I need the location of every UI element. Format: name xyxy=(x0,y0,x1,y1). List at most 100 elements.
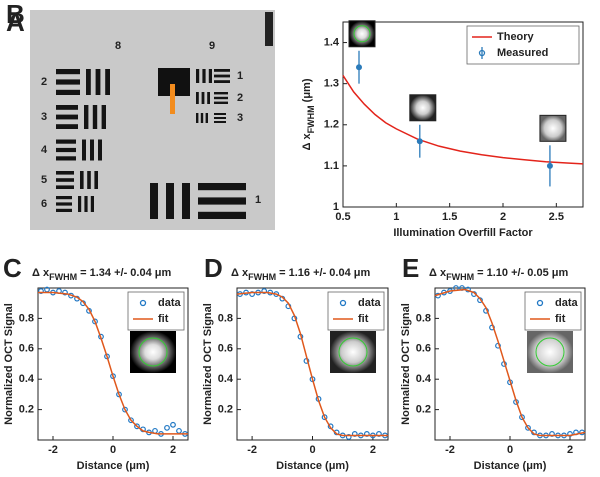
chart-title-part: = 1.16 +/- 0.04 μm xyxy=(276,267,370,279)
data-point xyxy=(376,431,382,437)
target-image xyxy=(30,10,275,230)
panel-label: B xyxy=(6,0,25,29)
target-bar xyxy=(214,92,228,95)
target-bar xyxy=(56,105,78,110)
target-bar xyxy=(56,156,76,161)
data-point xyxy=(549,431,555,437)
data-point xyxy=(38,288,44,294)
y-axis-label-part: Δ x xyxy=(301,133,313,151)
legend-label: Theory xyxy=(497,31,535,43)
chart-title-part: Δ x xyxy=(231,267,249,279)
data-point xyxy=(261,288,268,294)
target-bar xyxy=(56,89,80,95)
target-bar xyxy=(200,113,204,123)
y-tick-label: 1 xyxy=(333,201,339,213)
x-tick-label: 2.5 xyxy=(549,211,564,223)
data-point xyxy=(62,289,68,296)
data-point xyxy=(519,414,525,421)
panel-label: A xyxy=(6,7,25,37)
chart-title: Δ xFWHM = 1.34 +/- 0.04 μm xyxy=(32,267,171,282)
target-bar xyxy=(196,92,199,104)
psf-inset xyxy=(330,331,376,373)
target-bar xyxy=(196,69,200,83)
target-bar xyxy=(56,114,78,120)
x-tick-label: 1.5 xyxy=(442,211,457,223)
target-bar xyxy=(201,92,205,104)
data-point xyxy=(128,417,134,424)
target-bar xyxy=(56,202,72,206)
target-bar xyxy=(56,69,80,75)
target-bar xyxy=(202,69,206,83)
y-tick-label: 0.6 xyxy=(19,343,34,355)
group-label: 2 xyxy=(237,92,243,104)
target-bar xyxy=(208,69,212,83)
psf-inset xyxy=(527,331,573,373)
psf-ring xyxy=(338,337,368,367)
target-bar xyxy=(205,113,208,123)
legend-label: data xyxy=(555,297,579,309)
group-label: 6 xyxy=(41,198,47,210)
target-bar xyxy=(214,121,226,123)
legend-label: Measured xyxy=(497,47,548,59)
chart-title-part: Δ x xyxy=(32,267,50,279)
y-axis-label: Δ xFWHM (μm) xyxy=(301,78,316,150)
group-label: 1 xyxy=(237,70,243,82)
x-tick-label: 0.5 xyxy=(335,211,350,223)
y-axis-label-part: (μm) xyxy=(301,78,313,105)
target-bar xyxy=(196,113,199,123)
x-tick-label: 0 xyxy=(507,444,513,456)
y-tick-label: 1.1 xyxy=(324,160,339,172)
target-bar xyxy=(92,105,98,129)
y-tick-label: 1.4 xyxy=(324,36,340,48)
target-bar xyxy=(198,211,246,219)
data-point xyxy=(249,291,256,297)
x-axis-label: Illumination Overfill Factor xyxy=(393,227,533,239)
target-bar xyxy=(150,183,158,219)
chart-title-part: = 1.34 +/- 0.04 μm xyxy=(77,267,171,279)
target-bar xyxy=(214,69,230,72)
chart-title-part: FWHM xyxy=(49,272,77,282)
y-tick-label: 0.8 xyxy=(218,312,233,324)
y-axis-label: Normalized OCT Signal xyxy=(3,303,15,425)
target-bar xyxy=(86,69,91,95)
data-point xyxy=(546,162,553,169)
orange-marker xyxy=(170,84,175,114)
y-tick-label: 0.2 xyxy=(416,404,431,416)
group-label: 1 xyxy=(255,194,261,206)
legend-box xyxy=(127,291,185,331)
target-bar xyxy=(207,92,210,104)
data-point xyxy=(356,64,362,71)
target-bar xyxy=(214,113,226,115)
data-point xyxy=(122,406,128,413)
group-label: 3 xyxy=(41,111,47,123)
target-bar xyxy=(56,147,76,153)
fit-line xyxy=(342,75,584,165)
x-axis-label: Distance (μm) xyxy=(77,460,150,472)
data-point xyxy=(134,423,140,430)
target-bar xyxy=(56,208,72,212)
target-bar xyxy=(56,139,76,144)
data-point xyxy=(92,318,98,325)
y-axis-label: Normalized OCT Signal xyxy=(400,303,412,425)
x-axis-label: Distance (μm) xyxy=(474,460,547,472)
target-bar xyxy=(84,196,88,212)
x-tick-label: 2 xyxy=(170,444,176,456)
x-tick-label: 0 xyxy=(110,444,116,456)
target-bar xyxy=(56,124,78,129)
x-tick-label: -2 xyxy=(247,444,257,456)
y-tick-label: 0.8 xyxy=(19,312,34,324)
panel-label: E xyxy=(402,253,419,283)
y-tick-label: 0.6 xyxy=(416,343,431,355)
x-tick-label: 2 xyxy=(500,211,506,223)
target-bar xyxy=(214,80,230,83)
target-bar xyxy=(90,139,94,161)
target-bar xyxy=(94,171,98,189)
target-bar xyxy=(56,178,74,182)
panel-label: D xyxy=(204,253,223,283)
psf-ring xyxy=(535,337,565,367)
legend-label: fit xyxy=(158,313,169,325)
target-bar xyxy=(214,96,228,100)
target-bar xyxy=(56,171,74,175)
